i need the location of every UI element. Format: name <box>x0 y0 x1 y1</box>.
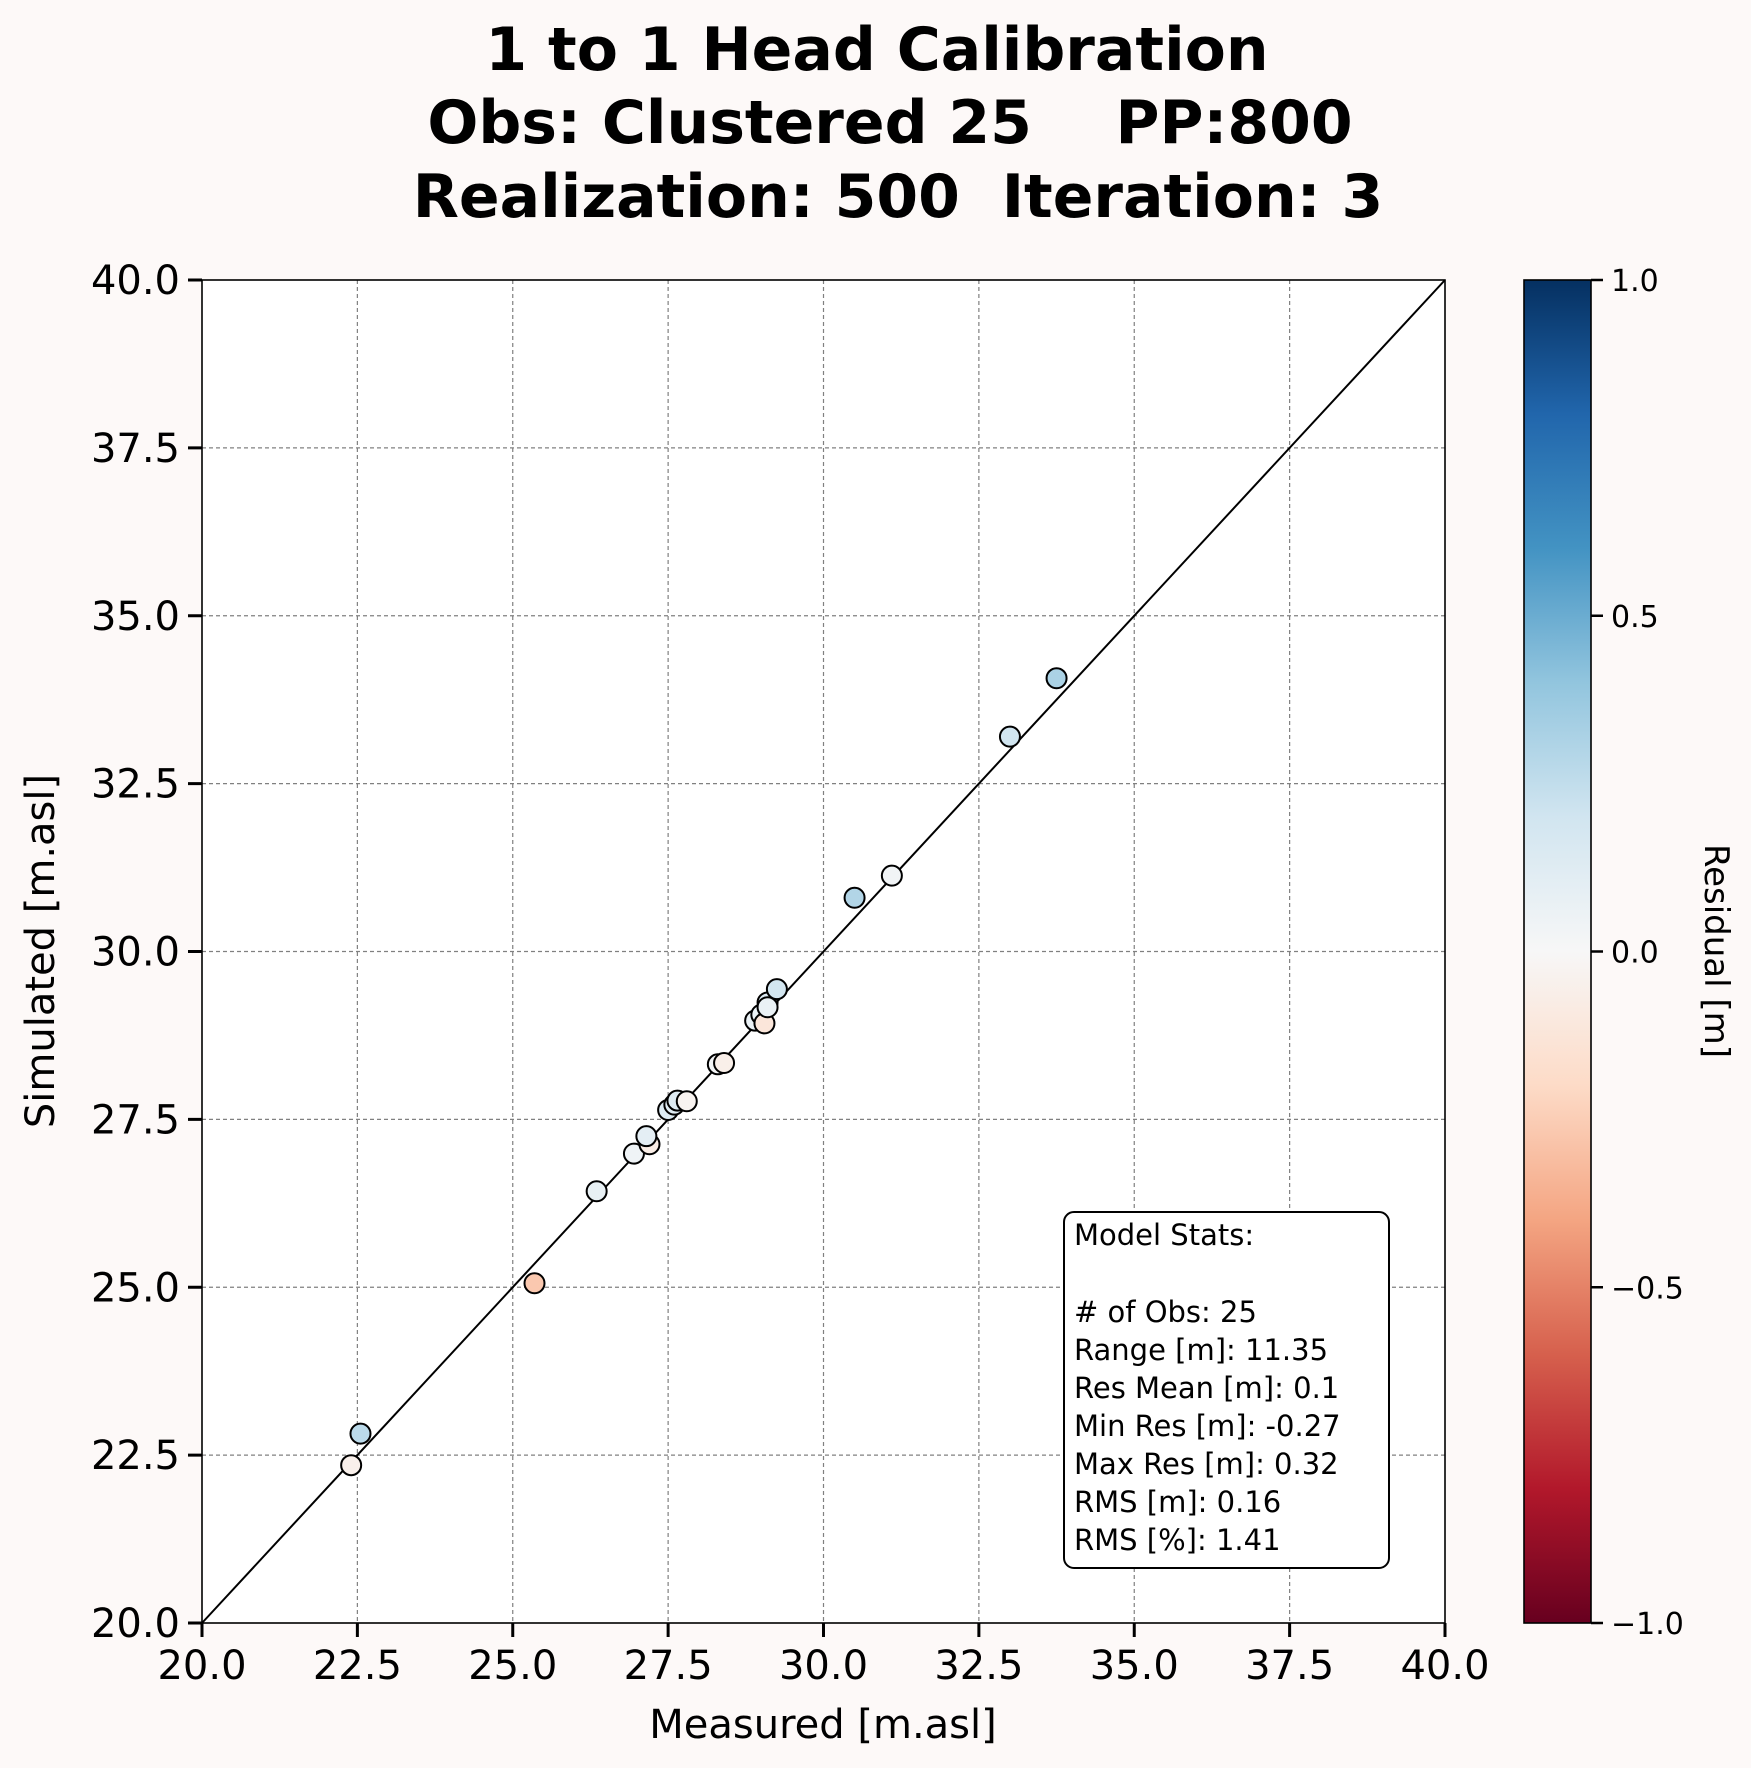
stats-line: Res Mean [m]: 0.1 <box>1074 1371 1339 1405</box>
y-tick-label: 37.5 <box>91 426 180 472</box>
colorbar-tick-label: −1.0 <box>1611 1607 1684 1642</box>
x-tick-label: 37.5 <box>1245 1643 1334 1689</box>
stats-line: # of Obs: 25 <box>1074 1295 1257 1329</box>
colorbar-tick-label: 0.0 <box>1611 936 1659 971</box>
x-tick-label: 27.5 <box>624 1643 713 1689</box>
data-point <box>585 1180 608 1203</box>
data-point <box>843 886 866 909</box>
y-tick-label: 30.0 <box>91 930 180 976</box>
y-tick-label: 22.5 <box>91 1433 180 1479</box>
colorbar-tick-label: 1.0 <box>1611 264 1659 299</box>
scatter-points <box>340 667 1068 1477</box>
one-to-one-line <box>201 279 1446 1624</box>
data-point <box>713 1051 736 1074</box>
model-stats-box: Model Stats: # of Obs: 25 Range [m]: 11.… <box>1063 1211 1390 1569</box>
colorbar-tick-label: −0.5 <box>1611 1271 1684 1306</box>
stats-box-frame <box>1063 1211 1390 1569</box>
title-line-3: Realization: 500 Iteration: 3 <box>413 162 1384 232</box>
x-tick-label: 32.5 <box>934 1643 1023 1689</box>
x-tick-label: 40.0 <box>1400 1643 1489 1689</box>
x-axis-label: Measured [m.asl] <box>649 1702 996 1748</box>
x-axis-ticks: 20.0 22.5 25.0 27.5 30.0 32.5 35.0 37.5 40.0 <box>157 1623 1490 1689</box>
stats-heading: Model Stats: <box>1074 1218 1254 1252</box>
stats-line: Range [m]: 11.35 <box>1074 1333 1328 1367</box>
y-tick-label: 27.5 <box>91 1097 180 1143</box>
y-axis-label: Simulated [m.asl] <box>18 774 64 1128</box>
title-line-2: Obs: Clustered 25 PP:800 <box>427 88 1352 158</box>
y-tick-label: 35.0 <box>91 594 180 640</box>
y-tick-label: 32.5 <box>91 762 180 808</box>
stats-line: Min Res [m]: -0.27 <box>1074 1409 1341 1443</box>
data-point <box>756 996 779 1019</box>
stats-line: RMS [%]: 1.41 <box>1074 1523 1281 1557</box>
x-tick-label: 20.0 <box>157 1643 246 1689</box>
y-tick-label: 25.0 <box>91 1265 180 1311</box>
stats-line: Max Res [m]: 0.32 <box>1074 1447 1339 1481</box>
data-point <box>765 978 788 1001</box>
colorbar: 1.0 0.5 0.0 −0.5 −1.0 Residual [m] <box>1523 264 1736 1642</box>
data-point <box>340 1454 363 1477</box>
x-tick-label: 25.0 <box>468 1643 557 1689</box>
y-tick-label: 20.0 <box>91 1601 180 1647</box>
colorbar-label: Residual [m] <box>1696 844 1736 1058</box>
data-point <box>880 864 903 887</box>
x-tick-label: 35.0 <box>1090 1643 1179 1689</box>
colorbar-ticks: 1.0 0.5 0.0 −0.5 −1.0 <box>1591 264 1684 1642</box>
x-tick-label: 22.5 <box>313 1643 402 1689</box>
data-point <box>349 1422 372 1445</box>
colorbar-gradient <box>1524 280 1591 1623</box>
title-line-1: 1 to 1 Head Calibration <box>485 15 1268 85</box>
stats-line: RMS [m]: 0.16 <box>1074 1485 1281 1519</box>
y-axis-ticks: 20.0 22.5 25.0 27.5 30.0 32.5 35.0 37.5 40.0 <box>91 258 202 1647</box>
x-tick-label: 30.0 <box>779 1643 868 1689</box>
chart-title: 1 to 1 Head Calibration Obs: Clustered 2… <box>413 15 1384 232</box>
data-point <box>523 1272 546 1295</box>
data-point <box>635 1125 658 1148</box>
colorbar-tick-label: 0.5 <box>1611 600 1659 635</box>
y-tick-label: 40.0 <box>91 258 180 304</box>
data-point <box>998 725 1021 748</box>
data-point <box>675 1090 698 1113</box>
data-point <box>1045 667 1068 690</box>
